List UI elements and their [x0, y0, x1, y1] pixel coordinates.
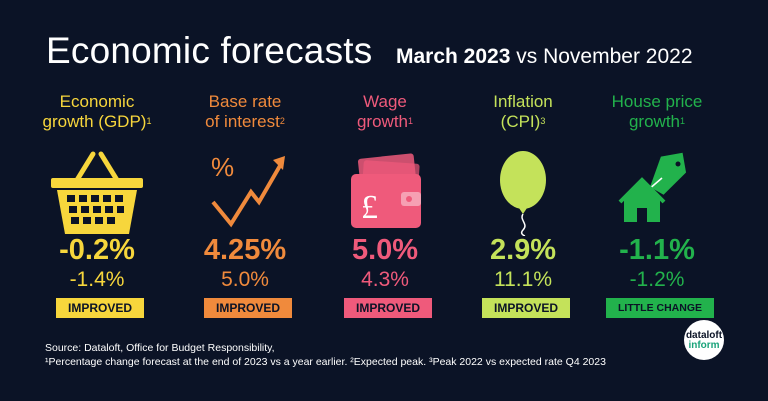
indicator-house-price-growth: House price growth1 -1.1% -1.2% LITTLE C… — [592, 92, 722, 322]
indicator-label-line1: Inflation — [493, 92, 553, 111]
basket-icon — [32, 150, 162, 236]
footnote-marker: 1 — [146, 116, 152, 126]
indicator-gdp: Economic growth (GDP)1 -0.2% -1.4% IMPRO… — [32, 92, 162, 322]
forecast-previous: -1.2% — [629, 268, 685, 291]
indicator-label-line1: Economic — [59, 92, 135, 111]
balloon-icon — [458, 150, 588, 236]
forecast-current: 5.0% — [351, 234, 419, 266]
indicator-label-line2: growth — [628, 112, 680, 131]
forecast-current: 2.9% — [489, 234, 557, 266]
logo-line2: inform — [688, 340, 720, 351]
footnote-marker: 3 — [540, 116, 546, 126]
logo-line1: dataloft — [685, 330, 723, 341]
forecast-previous: -1.4% — [69, 268, 125, 291]
indicator-label: Inflation (CPI)3 — [458, 92, 588, 132]
indicator-label-line2: (CPI) — [500, 112, 541, 131]
footnote-marker: 1 — [408, 116, 414, 126]
page-subtitle: March 2023 vs November 2022 — [396, 45, 693, 69]
indicator-label: Wage growth1 — [320, 92, 450, 132]
footer-source: Source: Dataloft, Office for Budget Resp… — [45, 342, 275, 354]
footer-notes: ¹Percentage change forecast at the end o… — [45, 356, 606, 368]
forecast-current: -0.2% — [59, 234, 135, 266]
subtitle-current-period: March 2023 — [396, 45, 511, 68]
page-title: Economic forecasts — [46, 30, 373, 71]
svg-text:%: % — [211, 152, 234, 182]
house-tag-icon — [592, 150, 722, 236]
footnote-marker: 1 — [680, 116, 686, 126]
indicator-wage-growth: Wage growth1 £ 5.0% 4.3% IMPROVED — [320, 92, 450, 322]
wallet-pound-icon: £ — [320, 150, 450, 236]
status-badge: IMPROVED — [204, 298, 292, 318]
svg-text:£: £ — [361, 189, 378, 226]
status-badge: IMPROVED — [344, 298, 432, 318]
forecast-current: 4.25% — [203, 234, 287, 266]
indicator-label: Base rate of interest2 — [180, 92, 310, 132]
forecast-current: -1.1% — [619, 234, 695, 266]
indicator-label-line2: of interest — [205, 112, 280, 131]
status-badge: LITTLE CHANGE — [606, 298, 714, 318]
forecast-previous: 5.0% — [221, 268, 269, 291]
footnote-marker: 2 — [279, 116, 285, 126]
forecast-previous: 4.3% — [361, 268, 409, 291]
indicator-label-line2: growth (GDP) — [42, 112, 147, 131]
status-badge: IMPROVED — [56, 298, 144, 318]
header: Economic forecasts March 2023 vs Novembe… — [0, 0, 768, 80]
indicator-label-line1: Base rate — [208, 92, 282, 111]
footer: Source: Dataloft, Office for Budget Resp… — [45, 341, 606, 369]
dataloft-logo: dataloft inform — [684, 320, 724, 360]
indicator-label-line1: Wage — [363, 92, 407, 111]
status-badge: IMPROVED — [482, 298, 570, 318]
percent-trend-icon: % — [180, 150, 310, 236]
subtitle-comparison: vs November 2022 — [510, 45, 693, 68]
forecast-previous: 11.1% — [494, 268, 552, 291]
indicator-label: House price growth1 — [592, 92, 722, 132]
indicator-label: Economic growth (GDP)1 — [32, 92, 162, 132]
indicator-label-line1: House price — [611, 92, 703, 111]
indicator-inflation: Inflation (CPI)3 2.9% 11.1% IMPROVED — [458, 92, 588, 322]
indicator-base-rate: Base rate of interest2 % 4.25% 5.0% IMPR… — [180, 92, 310, 322]
indicator-label-line2: growth — [356, 112, 408, 131]
